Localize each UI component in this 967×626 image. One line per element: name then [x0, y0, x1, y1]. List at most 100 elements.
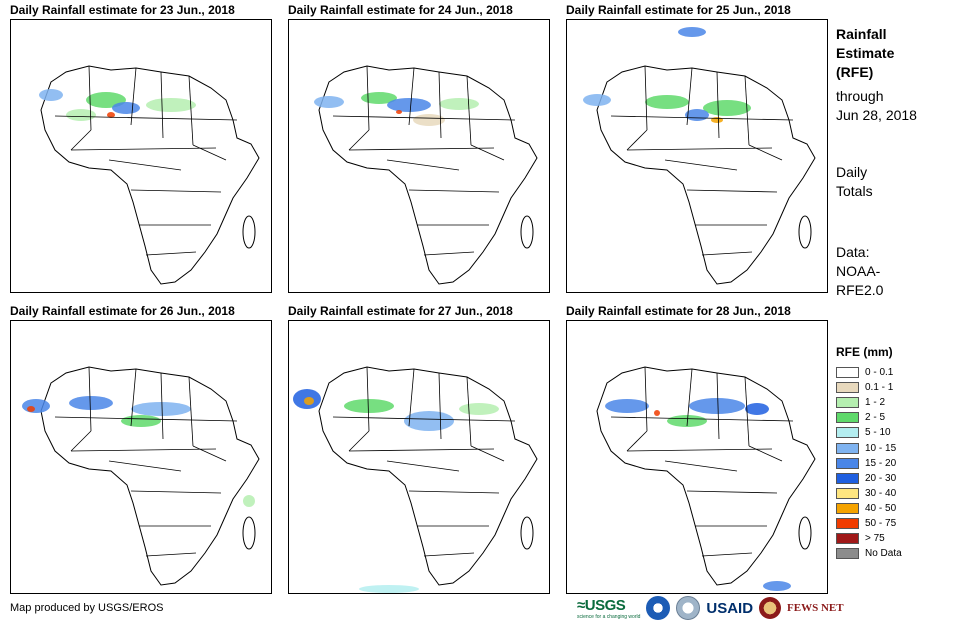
- africa-landmass: [318, 366, 538, 586]
- country-border: [664, 460, 738, 472]
- legend-item: 50 - 75: [836, 516, 902, 531]
- country-border: [70, 129, 92, 151]
- legend-item: > 75: [836, 531, 902, 546]
- panel-title: Daily Rainfall estimate for 23 Jun., 201…: [10, 3, 235, 17]
- legend-item: 0.1 - 1: [836, 380, 902, 395]
- country-border: [108, 460, 182, 472]
- legend-swatch: [836, 412, 859, 424]
- panel-title: Daily Rainfall estimate for 25 Jun., 201…: [566, 3, 791, 17]
- rainfall-area: [605, 399, 649, 413]
- rainfall-area: [654, 410, 660, 416]
- fews-net-logo: FEWS NET: [787, 602, 844, 614]
- country-border: [438, 372, 442, 440]
- country-border: [610, 115, 794, 121]
- country-border: [88, 366, 92, 432]
- panel-title: Daily Rainfall estimate for 24 Jun., 201…: [288, 3, 513, 17]
- legend-title: RFE (mm): [836, 345, 893, 359]
- usgs-logo-text: ≈USGS: [577, 596, 626, 614]
- legend-swatch: [836, 457, 859, 469]
- country-border: [70, 430, 92, 452]
- legend-item: 20 - 30: [836, 471, 902, 486]
- panel-title: Daily Rainfall estimate for 27 Jun., 201…: [288, 304, 513, 318]
- rainfall-area: [27, 406, 35, 412]
- rainfall-area: [69, 396, 113, 410]
- legend-items: 0 - 0.1 0.1 - 1 1 - 2 2 - 5 5 - 10 10 - 15 15 …: [836, 365, 902, 561]
- country-border: [748, 144, 783, 161]
- country-border: [716, 71, 720, 139]
- rainfall-area: [344, 399, 394, 413]
- legend-item: 30 - 40: [836, 486, 902, 501]
- legend-item: 10 - 15: [836, 440, 902, 455]
- africa-rainfall-map: [288, 320, 550, 594]
- legend-item: 40 - 50: [836, 501, 902, 516]
- country-border: [88, 65, 92, 131]
- country-border: [54, 115, 238, 121]
- rainfall-area: [359, 585, 419, 593]
- country-border: [145, 552, 197, 557]
- rainfall-area: [304, 397, 314, 405]
- country-border: [54, 416, 238, 422]
- legend-label: 0.1 - 1: [865, 382, 894, 394]
- title-line: Rainfall: [836, 26, 887, 42]
- country-border: [701, 552, 753, 557]
- panel-title: Daily Rainfall estimate for 26 Jun., 201…: [10, 304, 235, 318]
- through-label: through: [836, 88, 884, 104]
- rfe-legend: RFE (mm) 0 - 0.1 0.1 - 1 1 - 2 2 - 5 5 - 10 1…: [836, 345, 902, 561]
- legend-swatch: [836, 502, 859, 514]
- country-border: [130, 189, 222, 193]
- legend-swatch: [836, 442, 859, 454]
- country-border: [145, 251, 197, 256]
- country-border: [686, 67, 693, 126]
- country-border: [626, 448, 773, 452]
- country-border: [438, 71, 442, 139]
- africa-rainfall-map: [10, 19, 272, 293]
- africa-landmass: [318, 65, 538, 285]
- legend-item: 1 - 2: [836, 395, 902, 410]
- legend-label: 10 - 15: [865, 442, 897, 454]
- country-border: [470, 144, 505, 161]
- totals-line: Daily: [836, 164, 868, 180]
- totals-block: Daily Totals: [836, 163, 873, 201]
- rainfall-area: [396, 110, 402, 114]
- country-border: [686, 490, 778, 494]
- legend-label: 30 - 40: [865, 487, 897, 499]
- country-border: [348, 129, 370, 151]
- africa-map-graphic: [596, 366, 816, 591]
- country-border: [160, 71, 164, 139]
- rainfall-area: [314, 96, 344, 108]
- nasa-seal-icon: [676, 596, 701, 620]
- legend-label: 20 - 30: [865, 472, 897, 484]
- rainfall-area: [121, 415, 161, 427]
- legend-label: 2 - 5: [865, 412, 886, 424]
- legend-swatch: [836, 472, 859, 484]
- rainfall-area: [404, 411, 454, 431]
- country-border: [408, 490, 500, 494]
- sidebar-title: Rainfall Estimate (RFE): [836, 25, 894, 82]
- country-border: [748, 445, 783, 462]
- legend-swatch: [836, 367, 859, 379]
- africa-rainfall-map: [566, 19, 828, 293]
- country-border: [470, 445, 505, 462]
- madagascar-outline: [242, 516, 256, 550]
- africa-rainfall-map: [566, 320, 828, 594]
- usaid-logo: USAID: [706, 599, 754, 617]
- country-border: [192, 144, 227, 161]
- legend-item: 5 - 10: [836, 425, 902, 440]
- rainfall-area: [678, 27, 706, 37]
- usgs-tagline: science for a changing world: [577, 613, 641, 620]
- country-border: [192, 445, 227, 462]
- fews-globe-icon: [759, 597, 782, 619]
- rainfall-area: [413, 114, 445, 126]
- through-date: Jun 28, 2018: [836, 107, 917, 123]
- legend-item: No Data: [836, 546, 902, 561]
- data-source-block: Data: NOAA- RFE2.0: [836, 243, 883, 300]
- legend-swatch: [836, 397, 859, 409]
- country-border: [332, 416, 516, 422]
- country-border: [686, 189, 778, 193]
- legend-label: 5 - 10: [865, 427, 891, 439]
- rainfall-area: [745, 403, 769, 415]
- country-border: [626, 147, 773, 151]
- country-border: [130, 490, 222, 494]
- rainfall-area: [112, 102, 140, 114]
- rainfall-area: [583, 94, 611, 106]
